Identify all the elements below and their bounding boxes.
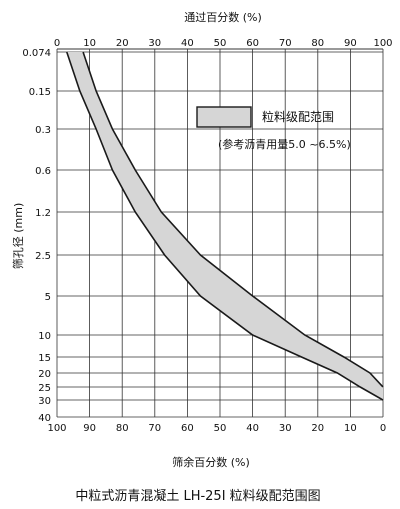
top-tick-label: 30 <box>148 38 161 49</box>
bottom-tick-label: 60 <box>181 423 194 434</box>
legend-note: (参考沥青用量5.0 ~6.5%) <box>218 137 351 151</box>
y-tick-label: 20 <box>38 369 51 380</box>
bottom-tick-label: 0 <box>380 423 386 434</box>
y-tick-label: 10 <box>38 331 51 342</box>
y-tick-label: 5 <box>45 292 51 303</box>
y-tick-label: 0.074 <box>22 48 51 59</box>
legend-label: 粒料级配范围 <box>262 109 334 124</box>
y-tick-label: 0.3 <box>35 125 51 136</box>
top-tick-label: 70 <box>279 38 292 49</box>
top-tick-label: 90 <box>344 38 357 49</box>
chart-caption: 中粒式沥青混凝土 LH-25I 粒料级配范围图 <box>75 488 320 504</box>
legend: 粒料级配范围 (参考沥青用量5.0 ~6.5%) <box>196 106 351 151</box>
top-axis-title: 通过百分数 (%) <box>184 11 262 24</box>
top-tick-label: 10 <box>83 38 96 49</box>
band-fill <box>66 52 383 400</box>
bottom-tick-label: 40 <box>246 423 259 434</box>
legend-swatch <box>196 106 252 128</box>
bottom-tick-label: 10 <box>344 423 357 434</box>
bottom-tick-label: 50 <box>214 423 227 434</box>
bottom-tick-label: 20 <box>311 423 324 434</box>
top-tick-label: 100 <box>373 38 392 49</box>
bottom-axis-title: 筛余百分数 (%) <box>172 455 250 469</box>
y-tick-label: 15 <box>38 353 51 364</box>
top-tick-label: 20 <box>116 38 129 49</box>
y-tick-label: 0.15 <box>29 87 51 98</box>
bottom-tick-label: 70 <box>148 423 161 434</box>
y-tick-label: 1.2 <box>35 208 51 219</box>
lower-limit-line <box>66 51 384 401</box>
y-tick-label: 0.6 <box>35 166 51 177</box>
bottom-tick-label: 30 <box>279 423 292 434</box>
y-tick-label: 2.5 <box>35 251 51 262</box>
y-tick-label: 30 <box>38 396 51 407</box>
top-tick-label: 0 <box>54 38 60 49</box>
gradation-band <box>66 51 384 401</box>
top-tick-label: 80 <box>311 38 324 49</box>
y-tick-label: 40 <box>38 413 51 424</box>
y-axis-title: 筛孔径 (mm) <box>11 203 25 270</box>
bottom-tick-label: 100 <box>47 423 66 434</box>
top-tick-label: 40 <box>181 38 194 49</box>
y-tick-label: 25 <box>38 383 51 394</box>
bottom-tick-label: 90 <box>83 423 96 434</box>
top-tick-label: 60 <box>246 38 259 49</box>
upper-limit-line <box>82 51 384 388</box>
top-tick-label: 50 <box>214 38 227 49</box>
bottom-tick-label: 80 <box>116 423 129 434</box>
